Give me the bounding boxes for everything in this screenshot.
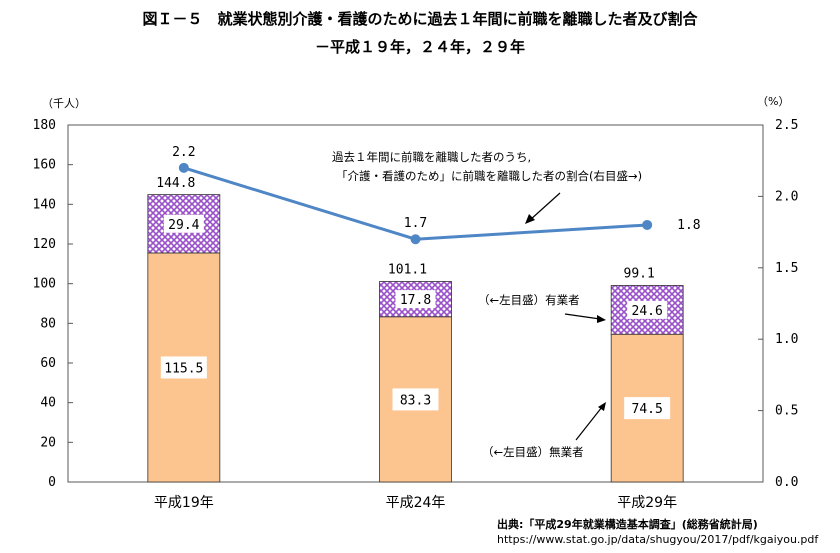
rate-point [642,219,653,230]
left-axis-tick-label: 0 [48,475,56,490]
data-label-employed: 24.6 [632,304,663,319]
data-label-unemployed: 115.5 [164,361,203,376]
legend-employed-arrowhead [597,315,606,323]
data-label-box [163,214,204,233]
data-label-unemployed: 83.3 [400,393,431,408]
left-axis-tick-label: 140 [33,197,56,212]
left-axis-tick-label: 20 [40,435,56,450]
left-axis-unit: （千人） [42,97,86,110]
data-label-box [627,300,668,319]
data-label-total: 99.1 [624,266,655,281]
line-annotation-arrowhead [525,214,535,224]
category-label: 平成19年 [154,495,214,511]
rate-point [410,234,421,245]
chart-title: 図Ｉ－５ 就業状態別介護・看護のために過去１年間に前職を離職した者及び割合 [142,10,698,28]
legend-employed: （←左目盛）有業者 [478,293,580,307]
rate-label: 2.2 [172,145,195,160]
data-label-unemployed: 74.5 [632,402,663,417]
data-label-box [160,356,207,379]
data-label-total: 101.1 [388,262,427,277]
left-axis-tick-label: 80 [40,316,56,331]
category-label: 平成24年 [386,495,446,511]
line-annotation-line2: 「介護・看護のため」に前職を離職した者の割合(右目盛→) [336,169,642,183]
left-axis-tick-label: 180 [33,118,56,133]
data-label-box [624,397,671,420]
line-annotation-line1: 過去１年間に前職を離職した者のうち, [332,150,531,164]
rate-label: 1.8 [677,218,700,233]
right-axis-tick-label: 1.5 [775,261,798,276]
legend-unemployed: （←左目盛）無業者 [482,445,584,459]
source-url: https://www.stat.go.jp/data/shugyou/2017… [497,533,819,546]
left-axis-tick-label: 100 [33,277,56,292]
bar-employed [379,281,452,318]
rate-point [178,162,189,173]
right-axis-unit: （%） [757,95,789,108]
data-label-employed: 29.4 [168,218,199,233]
right-axis-tick-label: 2.5 [775,118,798,133]
right-axis-tick-label: 1.0 [775,332,798,347]
right-axis-tick-label: 2.0 [775,189,798,204]
line-annotation-arrow [529,192,561,221]
data-label-total: 144.8 [156,176,195,191]
data-label-box [392,388,439,411]
rate-label: 1.7 [404,216,427,231]
left-axis-tick-label: 40 [40,396,56,411]
category-label: 平成29年 [617,495,677,511]
source-citation: 出典:「平成29年就業構造基本調査」(総務省統計局) [497,518,758,531]
chart-subtitle: －平成１９年，２４年，２９年 [314,38,525,56]
data-label-box [395,290,436,309]
right-axis-tick-label: 0.0 [775,475,798,490]
right-axis-tick-label: 0.5 [775,404,798,419]
left-axis-tick-label: 60 [40,356,56,371]
legend-employed-arrow [564,313,601,320]
legend-unemployed-arrow [575,406,603,441]
data-label-employed: 17.8 [400,293,431,308]
legend-unemployed-arrowhead [598,402,606,411]
left-axis-tick-label: 160 [33,158,56,173]
left-axis-tick-label: 120 [33,237,56,252]
